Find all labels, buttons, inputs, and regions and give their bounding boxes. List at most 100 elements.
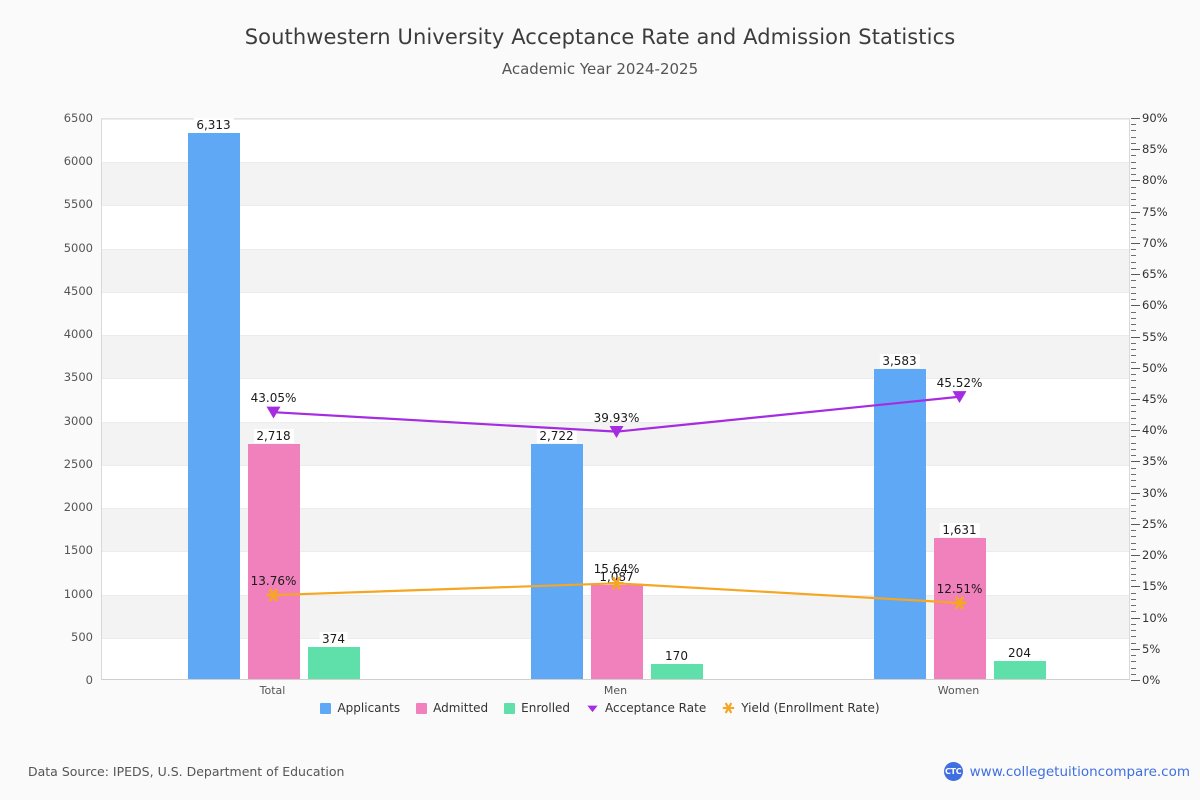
- y-axis-right-tick-label: 35%: [1142, 454, 1168, 469]
- bar-applicants-women[interactable]: [873, 369, 926, 679]
- gridline: [102, 508, 1129, 509]
- y-axis-right-major-tick: [1131, 649, 1140, 650]
- y-axis-right-minor-tick: [1131, 380, 1136, 381]
- y-axis-right-minor-tick: [1131, 249, 1136, 250]
- legend-item-label: Yield (Enrollment Rate): [741, 701, 880, 715]
- y-axis-right-minor-tick: [1131, 468, 1136, 469]
- y-axis-right-tick-label: 20%: [1142, 548, 1168, 563]
- site-url-link[interactable]: www.collegetuitioncompare.com: [969, 763, 1190, 780]
- y-axis-right-minor-tick: [1131, 299, 1136, 300]
- y-axis-right-minor-tick: [1131, 530, 1136, 531]
- y-axis-right-minor-tick: [1131, 549, 1136, 550]
- y-axis-right-minor-tick: [1131, 674, 1136, 675]
- y-axis-right-minor-tick: [1131, 636, 1136, 637]
- y-axis-left-tick-label: 2000: [63, 500, 93, 515]
- grid-band: [102, 248, 1129, 292]
- gridline: [102, 292, 1129, 293]
- y-axis-right-minor-tick: [1131, 405, 1136, 406]
- gridline: [102, 162, 1129, 163]
- point-value-label: 12.51%: [936, 581, 983, 596]
- y-axis-right-minor-tick: [1131, 436, 1136, 437]
- y-axis-right-minor-tick: [1131, 318, 1136, 319]
- y-axis-right-minor-tick: [1131, 536, 1136, 537]
- bar-value-label: 2,718: [253, 428, 294, 443]
- y-axis-left-tick-label: 4500: [63, 283, 93, 298]
- bar-enrolled-men[interactable]: [650, 664, 703, 679]
- y-axis-right-major-tick: [1131, 212, 1140, 213]
- y-axis-right-minor-tick: [1131, 387, 1136, 388]
- bar-enrolled-women[interactable]: [993, 661, 1046, 679]
- x-axis-tick-label: Men: [603, 684, 628, 697]
- legend-square-icon: [320, 702, 332, 714]
- legend-item-label: Enrolled: [521, 701, 571, 715]
- gridline: [102, 205, 1129, 206]
- y-axis-right-minor-tick: [1131, 599, 1136, 600]
- y-axis-right-minor-tick: [1131, 187, 1136, 188]
- data-source-note: Data Source: IPEDS, U.S. Department of E…: [28, 764, 345, 779]
- y-axis-right-tick-label: 80%: [1142, 173, 1168, 188]
- y-axis-right-minor-tick: [1131, 374, 1136, 375]
- y-axis-right-minor-tick: [1131, 568, 1136, 569]
- bar-applicants-men[interactable]: [530, 443, 583, 679]
- gridline: [102, 249, 1129, 250]
- y-axis-right-minor-tick: [1131, 280, 1136, 281]
- bar-value-label: 3,583: [879, 354, 920, 369]
- y-axis-right-minor-tick: [1131, 124, 1136, 125]
- y-axis-right-tick-label: 90%: [1142, 111, 1168, 125]
- y-axis-right-tick-label: 10%: [1142, 610, 1168, 625]
- y-axis-right-minor-tick: [1131, 574, 1136, 575]
- legend-item-applicants[interactable]: Applicants: [320, 701, 400, 715]
- y-axis-right-minor-tick: [1131, 480, 1136, 481]
- bar-value-label: 6,313: [193, 118, 234, 133]
- y-axis-right-major-tick: [1131, 118, 1140, 119]
- point-value-label: 43.05%: [250, 391, 297, 406]
- marker-triangle-down-icon[interactable]: [952, 391, 967, 404]
- y-axis-right-minor-tick: [1131, 655, 1136, 656]
- site-branding[interactable]: CTC www.collegetuitioncompare.com: [943, 762, 1190, 781]
- y-axis-right-minor-tick: [1131, 218, 1136, 219]
- y-axis-right-major-tick: [1131, 180, 1140, 181]
- legend-square-icon: [416, 702, 428, 714]
- y-axis-right-minor-tick: [1131, 518, 1136, 519]
- point-value-label: 39.93%: [593, 410, 640, 425]
- legend-item-label: Admitted: [433, 701, 489, 715]
- y-axis-right-minor-tick: [1131, 580, 1136, 581]
- y-axis-right-tick-label: 50%: [1142, 360, 1168, 375]
- legend-square-icon: [504, 702, 516, 714]
- y-axis-right-tick-label: 45%: [1142, 392, 1168, 406]
- y-axis-right-minor-tick: [1131, 262, 1136, 263]
- bar-applicants-total[interactable]: [187, 133, 240, 679]
- y-axis-right-minor-tick: [1131, 424, 1136, 425]
- y-axis-right-minor-tick: [1131, 349, 1136, 350]
- bar-admitted-total[interactable]: [247, 444, 300, 679]
- y-axis-right-major-tick: [1131, 337, 1140, 338]
- point-value-label: 15.64%: [593, 562, 640, 577]
- y-axis-right-minor-tick: [1131, 199, 1136, 200]
- y-axis-right-tick-label: 65%: [1142, 267, 1168, 282]
- marker-triangle-down-icon[interactable]: [266, 406, 281, 419]
- y-axis-left-tick-label: 5500: [63, 197, 93, 212]
- bar-admitted-women[interactable]: [933, 537, 986, 679]
- legend-item-admitted[interactable]: Admitted: [416, 701, 488, 715]
- y-axis-left-tick-label: 1500: [63, 543, 93, 558]
- bar-admitted-men[interactable]: [590, 585, 643, 679]
- bar-enrolled-total[interactable]: [307, 646, 360, 679]
- legend-item-enrolled[interactable]: Enrolled: [504, 701, 570, 715]
- grid-band: [102, 335, 1129, 379]
- y-axis-right-minor-tick: [1131, 455, 1136, 456]
- y-axis-right-minor-tick: [1131, 605, 1136, 606]
- y-axis-right-major-tick: [1131, 555, 1140, 556]
- bar-value-label: 2,722: [536, 428, 577, 443]
- y-axis-left-tick-label: 500: [71, 629, 93, 644]
- y-axis-right-major-tick: [1131, 274, 1140, 275]
- y-axis-right-major-tick: [1131, 586, 1140, 587]
- legend-item-yield-enrollment-rate[interactable]: Yield (Enrollment Rate): [722, 701, 880, 715]
- y-axis-right-minor-tick: [1131, 511, 1136, 512]
- y-axis-right-minor-tick: [1131, 330, 1136, 331]
- legend-item-acceptance-rate[interactable]: Acceptance Rate: [586, 701, 706, 715]
- gridline: [102, 119, 1129, 120]
- y-axis-right-minor-tick: [1131, 174, 1136, 175]
- y-axis-right-minor-tick: [1131, 418, 1136, 419]
- y-axis-right-minor-tick: [1131, 312, 1136, 313]
- y-axis-right-minor-tick: [1131, 661, 1136, 662]
